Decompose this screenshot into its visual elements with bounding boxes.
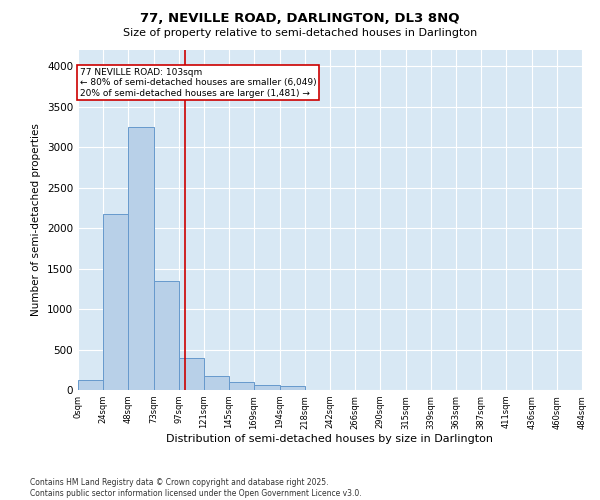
Bar	[103, 214, 128, 390]
Bar	[254, 385, 280, 390]
Bar	[78, 380, 103, 390]
Bar	[128, 127, 154, 390]
Bar	[154, 280, 179, 390]
Text: 77, NEVILLE ROAD, DARLINGTON, DL3 8NQ: 77, NEVILLE ROAD, DARLINGTON, DL3 8NQ	[140, 12, 460, 26]
Text: Contains HM Land Registry data © Crown copyright and database right 2025.
Contai: Contains HM Land Registry data © Crown c…	[30, 478, 362, 498]
Bar	[179, 358, 204, 390]
Bar	[204, 376, 229, 390]
Bar	[280, 386, 305, 390]
X-axis label: Distribution of semi-detached houses by size in Darlington: Distribution of semi-detached houses by …	[167, 434, 493, 444]
Text: 77 NEVILLE ROAD: 103sqm
← 80% of semi-detached houses are smaller (6,049)
20% of: 77 NEVILLE ROAD: 103sqm ← 80% of semi-de…	[80, 68, 317, 98]
Y-axis label: Number of semi-detached properties: Number of semi-detached properties	[31, 124, 41, 316]
Bar	[229, 382, 254, 390]
Text: Size of property relative to semi-detached houses in Darlington: Size of property relative to semi-detach…	[123, 28, 477, 38]
